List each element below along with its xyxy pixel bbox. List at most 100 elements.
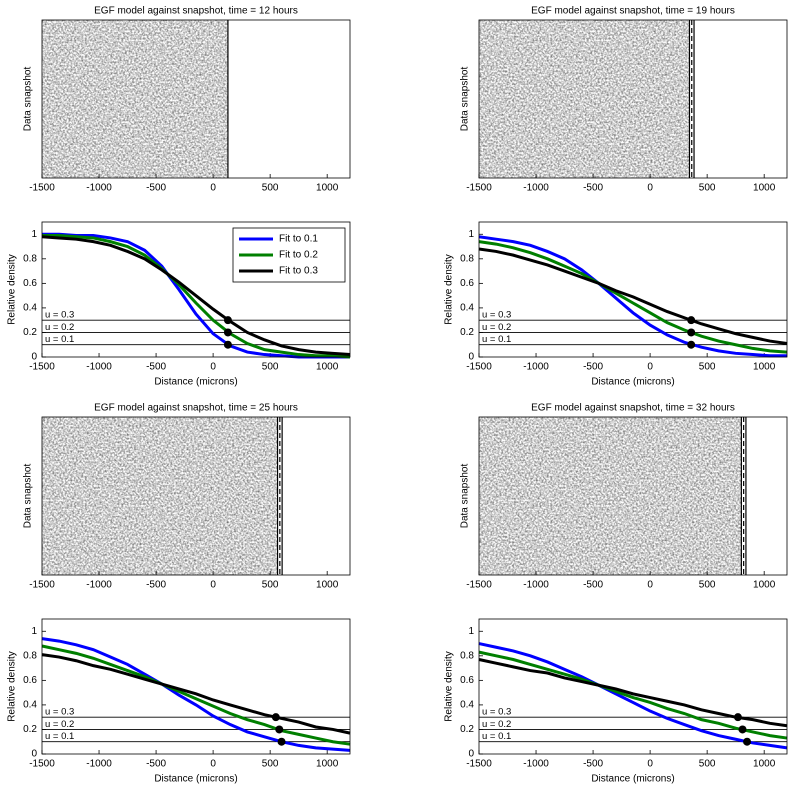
legend-label: Fit to 0.2	[279, 250, 318, 261]
series-line	[42, 234, 351, 359]
series-line	[41, 637, 351, 752]
y-tick-label: 0.4	[460, 700, 474, 711]
chart-title: EGF model against snapshot, time = 25 ho…	[94, 403, 298, 414]
y-axis-label: Data snapshot	[460, 67, 471, 132]
y-tick-label: 1	[31, 229, 37, 240]
x-tick-label: -1500	[29, 183, 55, 194]
y-tick-label: 1	[468, 626, 474, 637]
series-line	[41, 644, 351, 746]
y-tick-label: 0.6	[23, 675, 37, 686]
legend-label: Fit to 0.3	[279, 266, 318, 277]
plot-frame	[478, 416, 788, 576]
y-tick-label: 0	[468, 352, 474, 363]
x-tick-label: -1500	[466, 580, 492, 591]
y-tick-label: 0	[468, 749, 474, 760]
x-tick-label: -1500	[466, 759, 492, 770]
front-marker	[223, 340, 232, 349]
x-tick-label: 1000	[316, 580, 339, 591]
y-tick-label: 0.2	[460, 327, 474, 338]
legend-label: Fit to 0.1	[279, 234, 318, 245]
x-tick-label: -1000	[523, 759, 549, 770]
front-marker	[738, 725, 747, 734]
snapshot-cells	[42, 417, 278, 575]
x-tick-label: -500	[583, 183, 603, 194]
plot-frame	[478, 221, 788, 358]
threshold-label: u = 0.1	[482, 334, 511, 345]
y-tick-label: 0.8	[460, 253, 474, 264]
threshold-label: u = 0.1	[482, 731, 511, 742]
y-tick-label: 1	[468, 229, 474, 240]
y-tick-label: 1	[31, 626, 37, 637]
y-tick-label: 0.2	[460, 724, 474, 735]
front-marker	[687, 316, 696, 325]
series-line	[478, 642, 788, 750]
series-line	[41, 235, 351, 357]
plot-frame	[41, 416, 351, 576]
front-marker	[277, 737, 286, 746]
front-marker	[223, 316, 232, 325]
x-tick-label: -500	[583, 362, 603, 373]
x-tick-label: -1000	[86, 580, 112, 591]
y-axis-label: Relative density	[7, 651, 18, 722]
y-tick-label: 0.8	[23, 253, 37, 264]
snapshot-cells	[479, 20, 690, 178]
x-tick-label: 0	[647, 362, 653, 373]
y-tick-label: 0.8	[460, 650, 474, 661]
plot-frame	[478, 19, 788, 179]
plot-frame	[41, 618, 351, 755]
y-tick-label: 0.4	[23, 303, 37, 314]
x-tick-label: 1000	[753, 183, 776, 194]
y-tick-label: 0.6	[460, 278, 474, 289]
threshold-label: u = 0.3	[45, 310, 74, 321]
x-tick-label: -500	[146, 183, 166, 194]
x-tick-label: 0	[647, 183, 653, 194]
x-tick-label: 500	[262, 759, 279, 770]
front-marker	[733, 713, 742, 722]
y-tick-label: 0	[31, 352, 37, 363]
x-tick-label: -1000	[523, 580, 549, 591]
snapshot-cells	[42, 20, 228, 178]
x-tick-label: -1500	[466, 183, 492, 194]
threshold-label: u = 0.2	[45, 322, 74, 333]
x-tick-label: 500	[262, 580, 279, 591]
front-marker	[687, 328, 696, 337]
x-tick-label: 1000	[316, 362, 339, 373]
chart-title: EGF model against snapshot, time = 19 ho…	[531, 6, 735, 17]
series-line	[478, 650, 788, 740]
x-tick-label: -500	[146, 580, 166, 591]
x-tick-label: 500	[699, 759, 716, 770]
threshold-label: u = 0.3	[45, 707, 74, 718]
x-tick-label: -500	[583, 580, 603, 591]
y-tick-label: 0.8	[23, 650, 37, 661]
series-line	[478, 235, 787, 358]
threshold-label: u = 0.2	[482, 322, 511, 333]
y-axis-label: Relative density	[444, 651, 455, 722]
x-tick-label: 0	[210, 580, 216, 591]
plot-frame	[41, 19, 351, 179]
threshold-label: u = 0.3	[482, 707, 511, 718]
x-tick-label: 1000	[753, 362, 776, 373]
series-line	[41, 653, 351, 735]
x-tick-label: -1000	[523, 362, 549, 373]
y-tick-label: 0.2	[23, 724, 37, 735]
x-tick-label: 0	[647, 759, 653, 770]
x-tick-label: 1000	[753, 580, 776, 591]
x-tick-label: 500	[262, 362, 279, 373]
x-tick-label: -500	[146, 759, 166, 770]
threshold-label: u = 0.2	[45, 719, 74, 730]
snapshot-cells	[479, 417, 742, 575]
threshold-label: u = 0.3	[482, 310, 511, 321]
x-axis-label: Distance (microns)	[591, 774, 674, 785]
x-tick-label: -1000	[86, 362, 112, 373]
y-axis-label: Data snapshot	[460, 464, 471, 529]
x-tick-label: 500	[699, 580, 716, 591]
series-line	[478, 247, 788, 345]
y-axis-label: Data snapshot	[23, 464, 34, 529]
y-tick-label: 0.2	[23, 327, 37, 338]
y-tick-label: 0.6	[460, 675, 474, 686]
x-tick-label: -1000	[523, 183, 549, 194]
x-tick-label: 0	[210, 183, 216, 194]
threshold-label: u = 0.1	[45, 731, 74, 742]
chart-title: EGF model against snapshot, time = 12 ho…	[94, 6, 298, 17]
